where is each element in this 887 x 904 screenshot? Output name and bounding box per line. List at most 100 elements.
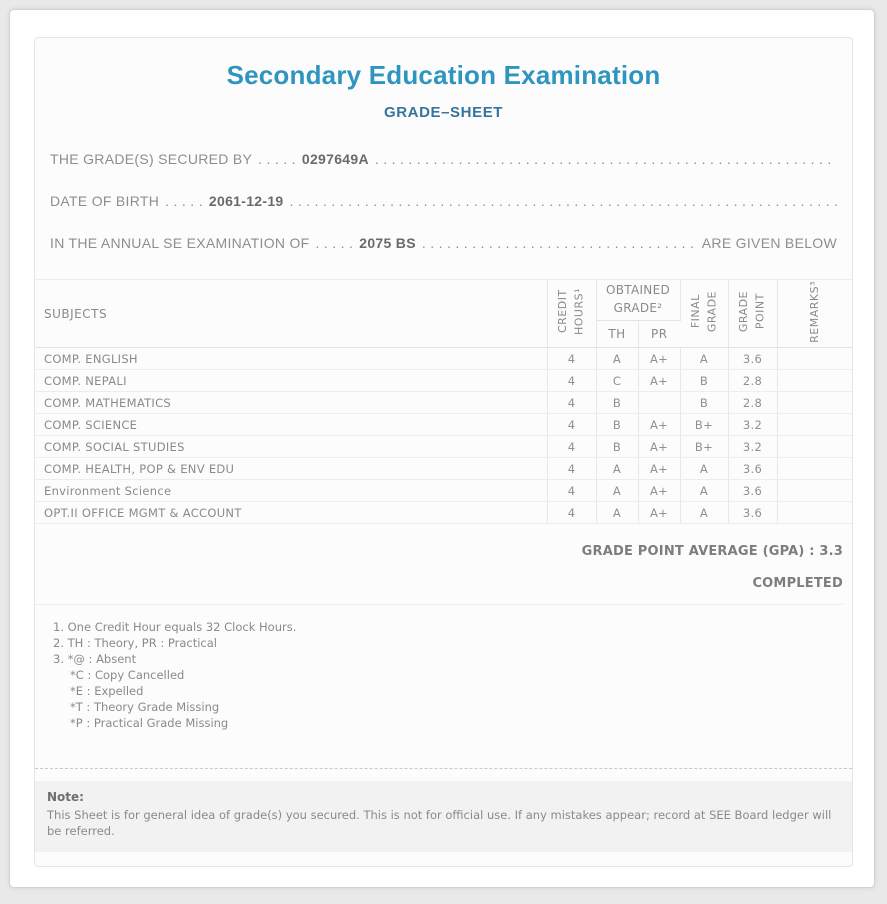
examination-line: IN THE ANNUAL SE EXAMINATION OF . . . . … (50, 235, 837, 253)
grade-point-cell: 3.6 (728, 347, 778, 370)
grade-point-rotated-label: GRADE POINT (737, 291, 767, 333)
theory-grade-cell: A (596, 501, 639, 524)
credit-cell: 4 (547, 391, 597, 414)
theory-grade-cell: B (596, 391, 639, 414)
dot-leader: . . . . . (258, 151, 296, 167)
grade-point-cell: 2.8 (728, 369, 778, 392)
credit-hours-column-header: CREDIT HOURS¹ (547, 279, 597, 348)
theory-grade-cell: A (596, 479, 639, 502)
final-grade-cell: A (680, 501, 729, 524)
remarks-cell (777, 501, 852, 524)
grade-point-cell: 3.2 (728, 435, 778, 458)
footnote-line: 3. *@ : Absent (53, 652, 137, 666)
dot-leader: . . . . . (165, 193, 203, 209)
grade-sheet-panel: Secondary Education Examination GRADE–SH… (34, 37, 853, 867)
table-row: COMP. HEALTH, POP & ENV EDU 4 A A+ A 3.6 (35, 457, 852, 480)
credit-cell: 4 (547, 457, 597, 480)
practical-grade-cell: A+ (638, 501, 681, 524)
table-row: Environment Science 4 A A+ A 3.6 (35, 479, 852, 502)
dot-leader-fill: . . . . . . . . . . . . . . . . . . . . … (374, 151, 837, 167)
subject-cell: COMP. ENGLISH (35, 347, 548, 370)
final-grade-cell: B+ (680, 435, 729, 458)
grade-point-cell: 3.6 (728, 479, 778, 502)
grade-point-cell: 3.2 (728, 413, 778, 436)
table-row: COMP. MATHEMATICS 4 B B 2.8 (35, 391, 852, 414)
dot-leader-fill: . . . . . . . . . . . . . . . . . . . . … (421, 235, 696, 251)
grade-point-column-header: GRADE POINT (728, 279, 778, 348)
credit-cell: 4 (547, 435, 597, 458)
subject-cell: COMP. NEPALI (35, 369, 548, 392)
practical-subcolumn-header: PR (638, 319, 680, 349)
practical-grade-cell: A+ (638, 369, 681, 392)
footnotes: 1. One Credit Hour equals 32 Clock Hours… (53, 619, 852, 731)
table-row: COMP. NEPALI 4 C A+ B 2.8 (35, 369, 852, 392)
subjects-column-header: SUBJECTS (35, 279, 548, 348)
footnote-line: *T : Theory Grade Missing (70, 700, 220, 714)
final-grade-cell: B (680, 369, 729, 392)
remarks-cell (777, 347, 852, 370)
dot-leader: . . . . . (315, 235, 354, 251)
date-of-birth-label: DATE OF BIRTH (50, 193, 160, 209)
subject-cell: COMP. HEALTH, POP & ENV EDU (35, 457, 548, 480)
page-subtitle: GRADE–SHEET (383, 104, 504, 121)
table-row: COMP. ENGLISH 4 A A+ A 3.6 (35, 347, 852, 370)
credit-cell: 4 (547, 479, 597, 502)
theory-grade-cell: A (596, 457, 639, 480)
theory-grade-cell: B (596, 413, 639, 436)
secured-by-label: THE GRADE(S) SECURED BY (50, 151, 253, 167)
practical-grade-cell: A+ (638, 435, 681, 458)
credit-hours-rotated-label: CREDIT HOURS¹ (556, 288, 586, 336)
note-section: Note: This Sheet is for general idea of … (35, 781, 852, 852)
credit-cell: 4 (547, 413, 597, 436)
final-grade-rotated-label: FINAL GRADE (688, 291, 719, 333)
practical-grade-cell (638, 391, 681, 414)
final-grade-cell: A (680, 457, 729, 480)
footnote-line: 2. TH : Theory, PR : Practical (53, 636, 217, 650)
table-row: COMP. SOCIAL STUDIES 4 B A+ B+ 3.2 (35, 435, 852, 458)
dashed-divider (35, 768, 852, 769)
gpa-summary: GRADE POINT AVERAGE (GPA) : 3.3 (581, 544, 843, 559)
remarks-cell (777, 435, 852, 458)
remarks-rotated-label: REMARKS³ (807, 281, 821, 343)
dot-leader-fill: . . . . . . . . . . . . . . . . . . . . … (289, 193, 837, 209)
grade-point-cell: 3.6 (728, 501, 778, 524)
grades-table-header: SUBJECTS CREDIT HOURS¹ OBTAINED GRADE² F… (35, 279, 852, 349)
subject-cell: OPT.II OFFICE MGMT & ACCOUNT (35, 501, 548, 524)
remarks-cell (777, 413, 852, 436)
remarks-cell (777, 369, 852, 392)
credit-cell: 4 (547, 369, 597, 392)
final-grade-column-header: FINAL GRADE (680, 279, 729, 348)
footnote-line: *C : Copy Cancelled (70, 668, 185, 682)
date-of-birth-value: 2061-12-19 (208, 193, 284, 209)
grade-point-cell: 3.6 (728, 457, 778, 480)
subject-cell: COMP. SCIENCE (35, 413, 548, 436)
final-grade-cell: B (680, 391, 729, 414)
sheet-card: Secondary Education Examination GRADE–SH… (9, 9, 875, 888)
grades-table: SUBJECTS CREDIT HOURS¹ OBTAINED GRADE² F… (35, 279, 852, 524)
practical-grade-cell: A+ (638, 347, 681, 370)
grade-point-cell: 2.8 (728, 391, 778, 414)
final-grade-cell: A (680, 479, 729, 502)
theory-grade-cell: C (596, 369, 639, 392)
practical-grade-cell: A+ (638, 457, 681, 480)
candidate-info: THE GRADE(S) SECURED BY . . . . . 029764… (50, 151, 837, 253)
obtained-grade-column-header: OBTAINED GRADE² (596, 279, 681, 321)
date-of-birth-line: DATE OF BIRTH . . . . . 2061-12-19 . . .… (50, 193, 837, 211)
remarks-cell (777, 391, 852, 414)
completion-status: COMPLETED (35, 559, 843, 605)
credit-cell: 4 (547, 501, 597, 524)
credit-cell: 4 (547, 347, 597, 370)
theory-grade-cell: A (596, 347, 639, 370)
footnote-line: *P : Practical Grade Missing (70, 716, 229, 730)
examination-label: IN THE ANNUAL SE EXAMINATION OF (50, 235, 310, 251)
footnote-line: *E : Expelled (70, 684, 144, 698)
secured-by-line: THE GRADE(S) SECURED BY . . . . . 029764… (50, 151, 837, 169)
examination-year-value: 2075 BS (359, 235, 416, 251)
footnote-line: 1. One Credit Hour equals 32 Clock Hours… (53, 620, 297, 634)
subject-cell: Environment Science (35, 479, 548, 502)
note-title: Note: (47, 790, 84, 804)
practical-grade-cell: A+ (638, 413, 681, 436)
are-given-below-label: ARE GIVEN BELOW (701, 235, 837, 251)
result-summary: GRADE POINT AVERAGE (GPA) : 3.3 COMPLETE… (35, 524, 852, 605)
